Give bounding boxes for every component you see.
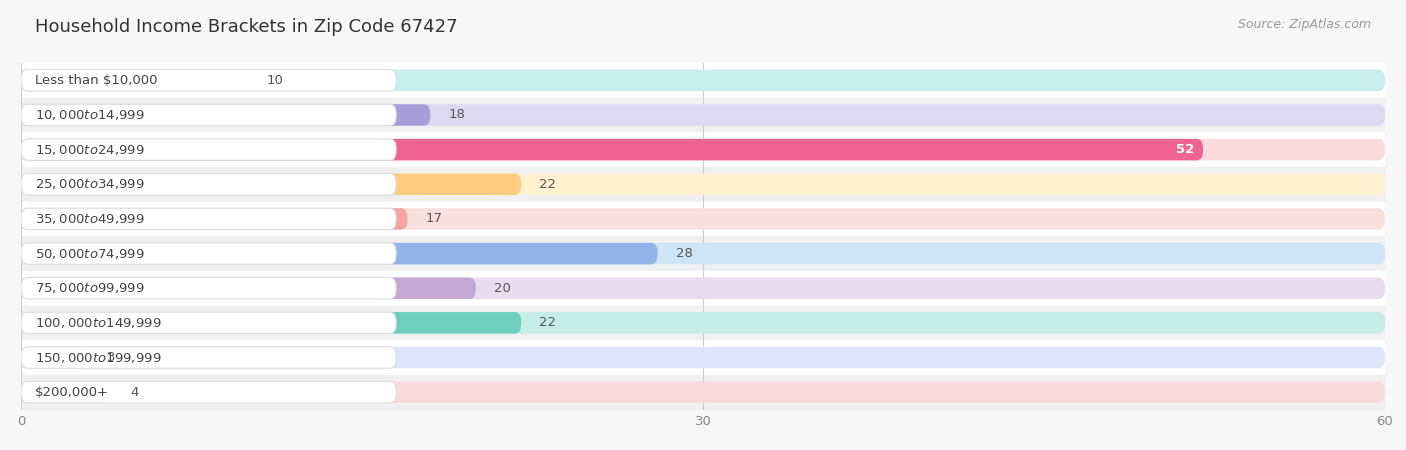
FancyBboxPatch shape xyxy=(21,278,1385,299)
Text: $50,000 to $74,999: $50,000 to $74,999 xyxy=(35,247,145,261)
FancyBboxPatch shape xyxy=(21,278,396,299)
FancyBboxPatch shape xyxy=(21,312,396,333)
FancyBboxPatch shape xyxy=(21,382,396,403)
FancyBboxPatch shape xyxy=(21,70,1385,91)
FancyBboxPatch shape xyxy=(21,382,1385,403)
FancyBboxPatch shape xyxy=(21,104,1385,126)
FancyBboxPatch shape xyxy=(21,312,522,333)
Text: 18: 18 xyxy=(449,108,465,122)
FancyBboxPatch shape xyxy=(21,208,408,230)
FancyBboxPatch shape xyxy=(21,347,396,368)
Text: Less than $10,000: Less than $10,000 xyxy=(35,74,157,87)
Bar xyxy=(21,202,1385,236)
Bar xyxy=(21,63,1385,98)
Text: $25,000 to $34,999: $25,000 to $34,999 xyxy=(35,177,145,191)
Text: 17: 17 xyxy=(426,212,443,225)
FancyBboxPatch shape xyxy=(21,243,658,264)
FancyBboxPatch shape xyxy=(21,174,522,195)
FancyBboxPatch shape xyxy=(21,70,396,91)
FancyBboxPatch shape xyxy=(21,278,475,299)
Bar xyxy=(21,340,1385,375)
FancyBboxPatch shape xyxy=(21,104,396,126)
FancyBboxPatch shape xyxy=(21,208,396,230)
Bar xyxy=(21,167,1385,202)
Text: Household Income Brackets in Zip Code 67427: Household Income Brackets in Zip Code 67… xyxy=(35,18,458,36)
Text: $75,000 to $99,999: $75,000 to $99,999 xyxy=(35,281,145,295)
Text: 52: 52 xyxy=(1175,143,1194,156)
Text: Source: ZipAtlas.com: Source: ZipAtlas.com xyxy=(1237,18,1371,31)
Text: 4: 4 xyxy=(131,386,139,399)
FancyBboxPatch shape xyxy=(21,347,1385,368)
FancyBboxPatch shape xyxy=(21,382,112,403)
FancyBboxPatch shape xyxy=(21,139,1204,160)
FancyBboxPatch shape xyxy=(21,139,1385,160)
FancyBboxPatch shape xyxy=(21,174,1385,195)
Text: 10: 10 xyxy=(267,74,284,87)
Bar xyxy=(21,132,1385,167)
Text: $15,000 to $24,999: $15,000 to $24,999 xyxy=(35,143,145,157)
FancyBboxPatch shape xyxy=(21,243,1385,264)
Text: $150,000 to $199,999: $150,000 to $199,999 xyxy=(35,351,162,364)
Text: $10,000 to $14,999: $10,000 to $14,999 xyxy=(35,108,145,122)
FancyBboxPatch shape xyxy=(21,312,1385,333)
Text: $35,000 to $49,999: $35,000 to $49,999 xyxy=(35,212,145,226)
Bar xyxy=(21,236,1385,271)
Text: 3: 3 xyxy=(107,351,115,364)
FancyBboxPatch shape xyxy=(21,243,396,264)
Bar xyxy=(21,271,1385,306)
Bar xyxy=(21,98,1385,132)
Text: 22: 22 xyxy=(540,178,557,191)
Text: 22: 22 xyxy=(540,316,557,329)
Text: 20: 20 xyxy=(494,282,510,295)
FancyBboxPatch shape xyxy=(21,174,396,195)
Text: $100,000 to $149,999: $100,000 to $149,999 xyxy=(35,316,162,330)
FancyBboxPatch shape xyxy=(21,347,90,368)
FancyBboxPatch shape xyxy=(21,104,430,126)
FancyBboxPatch shape xyxy=(21,139,396,160)
Bar xyxy=(21,375,1385,410)
FancyBboxPatch shape xyxy=(21,70,249,91)
Text: 28: 28 xyxy=(676,247,693,260)
Text: $200,000+: $200,000+ xyxy=(35,386,108,399)
Bar xyxy=(21,306,1385,340)
FancyBboxPatch shape xyxy=(21,208,1385,230)
